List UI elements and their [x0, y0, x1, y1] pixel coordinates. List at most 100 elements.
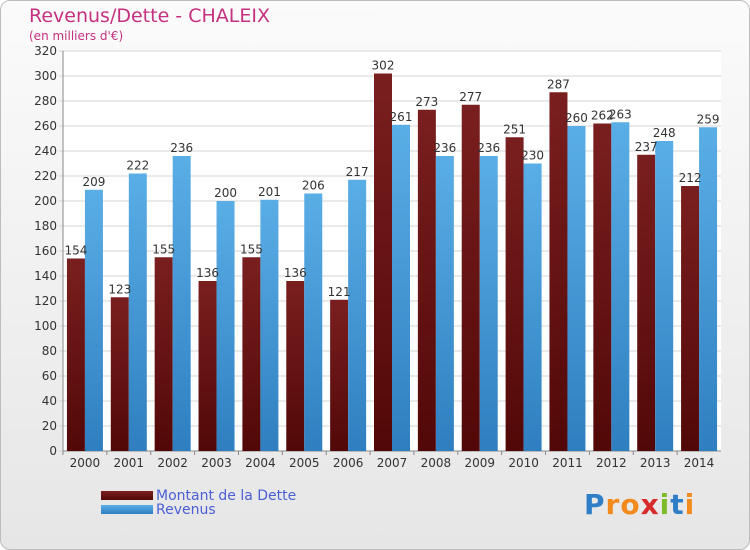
data-label-revenue-2010: 230: [521, 149, 544, 163]
y-tick-label: 280: [34, 94, 57, 108]
logo-letter: i: [659, 488, 671, 521]
data-label-revenue-2012: 263: [609, 107, 632, 121]
y-tick-label: 260: [34, 119, 57, 133]
data-label-revenue-2008: 236: [433, 141, 456, 155]
bar-debt-2000: [66, 258, 85, 451]
y-tick-label: 300: [34, 69, 57, 83]
data-label-revenue-2009: 236: [477, 141, 500, 155]
x-tick-label-2005: 2005: [289, 456, 320, 470]
data-label-debt-2007: 302: [372, 59, 395, 73]
data-label-debt-2014: 212: [679, 171, 702, 185]
legend-swatch-revenue: [101, 505, 153, 514]
bar-revenue-2008: [435, 156, 454, 451]
bar-revenue-2012: [611, 122, 630, 451]
x-tick-label-2010: 2010: [508, 456, 539, 470]
data-label-revenue-2000: 209: [82, 175, 105, 189]
legend-label-revenue: Revenus: [156, 502, 216, 518]
y-tick-label: 240: [34, 144, 57, 158]
bar-revenue-2011: [567, 126, 586, 451]
bar-debt-2009: [461, 104, 480, 451]
bar-revenue-2005: [304, 193, 323, 451]
y-tick-label: 0: [49, 444, 57, 458]
logo-letter: i: [684, 488, 696, 521]
x-tick-label-2006: 2006: [333, 456, 364, 470]
bar-debt-2013: [637, 154, 656, 451]
data-label-revenue-2005: 206: [302, 179, 325, 193]
data-label-debt-2004: 155: [240, 242, 263, 256]
y-tick-label: 80: [42, 344, 57, 358]
bar-revenue-2003: [216, 201, 235, 451]
legend-label-debt: Montant de la Dette: [156, 488, 297, 504]
x-tick-label-2014: 2014: [684, 456, 715, 470]
bar-debt-2005: [286, 281, 305, 451]
logo-letter: x: [640, 488, 660, 521]
x-tick-label-2003: 2003: [201, 456, 232, 470]
bar-revenue-2001: [128, 173, 147, 451]
legend-swatch-debt: [101, 491, 153, 500]
data-label-debt-2001: 123: [108, 282, 131, 296]
x-tick-label-2007: 2007: [377, 456, 408, 470]
data-label-revenue-2006: 217: [346, 165, 369, 179]
bar-revenue-2004: [260, 199, 279, 451]
chart-title: Revenus/Dette - CHALEIX: [29, 5, 270, 27]
bar-revenue-2007: [392, 124, 410, 451]
x-tick-label-2008: 2008: [421, 456, 452, 470]
proxiti-logo: Proxiti: [584, 488, 695, 521]
y-tick-label: 160: [34, 244, 57, 258]
bar-debt-2010: [505, 137, 524, 451]
y-tick-label: 20: [42, 419, 57, 433]
logo-letter: t: [670, 488, 685, 521]
x-tick-label-2000: 2000: [70, 456, 101, 470]
bar-debt-2012: [593, 123, 612, 451]
bar-revenue-2009: [479, 156, 498, 451]
y-tick-label: 100: [34, 319, 57, 333]
bar-debt-2004: [242, 257, 261, 451]
x-tick-label-2012: 2012: [596, 456, 627, 470]
data-label-debt-2009: 277: [459, 90, 482, 104]
x-tick-label-2009: 2009: [464, 456, 495, 470]
y-tick-label: 60: [42, 369, 57, 383]
bar-debt-2011: [549, 92, 568, 451]
bar-revenue-2006: [348, 179, 367, 451]
bar-debt-2008: [417, 109, 436, 451]
data-label-debt-2006: 121: [328, 285, 351, 299]
x-tick-label-2004: 2004: [245, 456, 276, 470]
logo-letter: P: [584, 488, 606, 521]
data-label-debt-2013: 237: [635, 140, 658, 154]
logo-letter: o: [620, 488, 641, 521]
data-label-revenue-2004: 201: [258, 185, 281, 199]
chart-subtitle: (en milliers d'€): [29, 29, 124, 43]
bar-revenue-2010: [523, 163, 542, 451]
data-label-debt-2010: 251: [503, 122, 526, 136]
y-tick-label: 220: [34, 169, 57, 183]
bar-debt-2006: [330, 299, 349, 451]
bar-debt-2002: [154, 257, 173, 451]
bar-debt-2003: [198, 281, 217, 451]
data-label-revenue-2014: 259: [697, 112, 720, 126]
y-tick-label: 40: [42, 394, 57, 408]
data-label-revenue-2007: 261: [390, 110, 413, 124]
y-tick-label: 320: [34, 44, 57, 58]
y-tick-label: 140: [34, 269, 57, 283]
data-label-revenue-2013: 248: [653, 126, 676, 140]
y-tick-label: 200: [34, 194, 57, 208]
data-label-revenue-2002: 236: [170, 141, 193, 155]
bar-debt-2001: [110, 297, 129, 451]
data-label-debt-2011: 287: [547, 77, 570, 91]
x-tick-label-2013: 2013: [640, 456, 671, 470]
x-tick-label-2011: 2011: [552, 456, 583, 470]
data-label-debt-2005: 136: [284, 266, 307, 280]
data-label-debt-2012: 262: [591, 109, 614, 123]
data-label-revenue-2003: 200: [214, 186, 237, 200]
data-label-debt-2003: 136: [196, 266, 219, 280]
data-label-debt-2000: 154: [64, 244, 87, 258]
y-tick-label: 180: [34, 219, 57, 233]
data-label-debt-2008: 273: [415, 95, 438, 109]
data-label-debt-2002: 155: [152, 242, 175, 256]
data-label-revenue-2001: 222: [126, 159, 149, 173]
bar-debt-2007: [374, 73, 392, 451]
x-tick-label-2001: 2001: [114, 456, 145, 470]
bar-revenue-2013: [655, 141, 674, 451]
